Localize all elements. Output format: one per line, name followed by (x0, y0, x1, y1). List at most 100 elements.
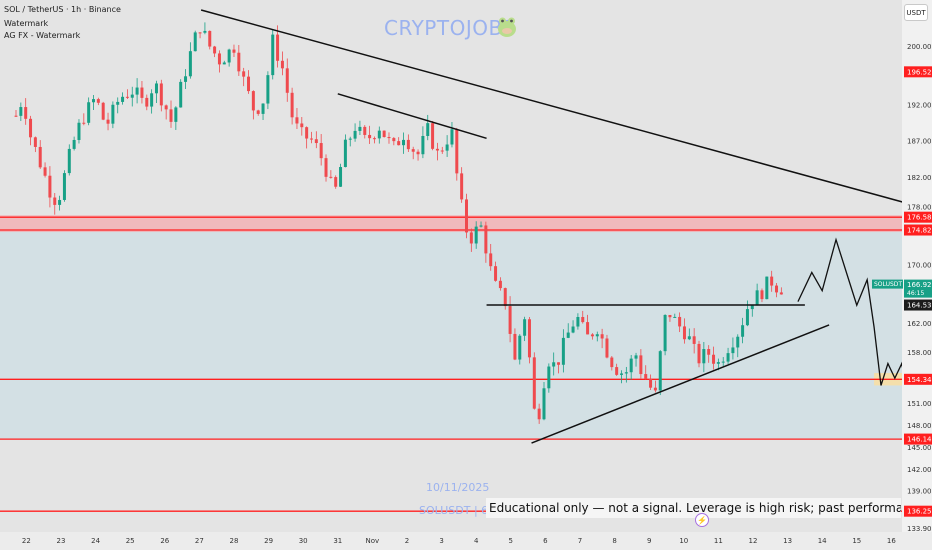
indicator-label-watermark[interactable]: Watermark (4, 19, 49, 28)
lightning-bolt-icon[interactable]: ⚡ (695, 513, 709, 527)
candle-body-147 (726, 353, 730, 362)
drawings-layer (200, 9, 917, 444)
price-tag-174-82-bg (904, 224, 932, 236)
candle-body-152 (750, 305, 754, 310)
time-tick-30: 30 (299, 537, 308, 545)
candle-body-60 (305, 127, 309, 139)
time-tick-24: 24 (91, 537, 100, 545)
candle-body-65 (329, 176, 333, 178)
candle-body-6 (43, 167, 47, 176)
candle-body-51 (261, 103, 265, 114)
candle-body-25 (135, 87, 139, 95)
price-tag-146-14-text: 146.14 (907, 436, 932, 444)
candle-body-135 (668, 314, 672, 318)
candle-body-139 (687, 336, 691, 340)
candle-body-4 (33, 137, 37, 147)
time-axis-background (0, 532, 932, 550)
candle-body-45 (232, 49, 236, 53)
candle-body-27 (145, 97, 149, 107)
candle-body-17 (96, 99, 100, 103)
candle-body-69 (348, 138, 352, 140)
price-tick-170.00: 170.00 (907, 262, 932, 270)
current-countdown-text: 46:15 (907, 290, 924, 297)
candle-body-85 (426, 123, 430, 136)
indicator-label-ag-fx[interactable]: AG FX - Watermark (4, 31, 81, 40)
candle-body-101 (503, 288, 507, 307)
price-tag-176-58-text: 176.58 (907, 214, 932, 222)
candle-body-142 (702, 349, 706, 364)
candle-body-79 (397, 141, 401, 146)
candle-body-39 (203, 30, 207, 33)
candle-body-44 (227, 49, 231, 63)
price-axis[interactable]: 139.00 142.00 145.00 148.00 151.00 158.00 162.… (907, 43, 932, 533)
candle-body-140 (692, 336, 696, 344)
brand-watermark: CRYPTOJOBS (384, 16, 516, 40)
candle-body-102 (508, 306, 512, 334)
candle-body-72 (363, 126, 367, 135)
candle-body-20 (111, 104, 115, 124)
candles-layer (14, 22, 783, 424)
candle-body-80 (402, 139, 406, 146)
candle-body-42 (217, 53, 221, 65)
price-tag-164-53: 164.53 (904, 299, 932, 311)
current-price-text: 166.92 (907, 281, 932, 289)
candle-body-126 (624, 372, 628, 374)
time-tick-15: 15 (852, 537, 861, 545)
candle-body-105 (523, 319, 527, 336)
candle-body-50 (256, 110, 260, 114)
price-tick-133.90: 133.90 (907, 525, 932, 533)
candle-body-118 (586, 322, 590, 335)
candle-body-66 (334, 177, 338, 187)
price-tag-174-82-text: 174.82 (907, 227, 932, 235)
time-tick-29: 29 (264, 537, 273, 545)
price-tag-136-25-text: 136.25 (907, 508, 932, 516)
disclaimer-banner: Educational only — not a signal. Leverag… (486, 498, 901, 518)
candle-body-73 (368, 134, 372, 139)
candle-body-153 (755, 290, 759, 306)
symbol-header[interactable]: SOL / TetherUS · 1h · Binance (4, 5, 121, 14)
candle-body-68 (343, 139, 347, 168)
candle-body-14 (82, 122, 86, 124)
candle-body-144 (712, 354, 716, 364)
candle-body-149 (736, 336, 740, 348)
candle-body-40 (208, 30, 212, 47)
candle-body-62 (314, 139, 318, 144)
price-tick-145.00: 145.00 (907, 444, 932, 452)
price-tag-196-52-bg (904, 66, 932, 78)
time-tick-Nov: Nov (366, 537, 380, 545)
currency-button[interactable]: USDT (904, 4, 928, 21)
candle-body-99 (494, 266, 498, 281)
watermark-date: 10/11/2025 (426, 481, 490, 494)
candle-body-95 (474, 226, 478, 244)
price-axis-background (902, 0, 932, 550)
candle-body-49 (251, 91, 255, 111)
candle-body-75 (377, 130, 381, 139)
candle-body-2 (24, 107, 28, 119)
candle-body-141 (697, 343, 701, 364)
price-tick-200.00: 200.00 (907, 43, 932, 51)
candle-body-48 (247, 76, 251, 92)
candle-body-52 (266, 75, 270, 104)
candle-body-22 (121, 96, 125, 102)
candle-body-120 (595, 334, 599, 337)
candle-body-67 (339, 167, 343, 187)
candle-body-136 (673, 316, 677, 318)
time-axis[interactable]: 22 23 24 25 26 27 28 29 30 31 Nov 2 3 4 5 6 7 8 9 10 11 12 13 1… (22, 537, 896, 545)
price-tick-139.00: 139.00 (907, 488, 932, 496)
candle-body-18 (101, 102, 105, 120)
candle-body-29 (154, 83, 158, 94)
time-tick-25: 25 (126, 537, 135, 545)
resistance-zone (0, 215, 902, 233)
candle-body-121 (600, 334, 604, 339)
price-tag-176-58: 176.58 (904, 211, 932, 223)
candle-body-157 (775, 285, 779, 293)
candle-body-16 (92, 99, 96, 103)
candle-body-71 (358, 126, 362, 131)
candle-body-8 (53, 197, 57, 205)
candle-body-128 (634, 355, 638, 359)
candle-body-125 (620, 373, 623, 375)
candle-body-90 (450, 129, 454, 145)
price-tag-136-25-bg (904, 505, 932, 517)
time-tick-31: 31 (333, 537, 342, 545)
